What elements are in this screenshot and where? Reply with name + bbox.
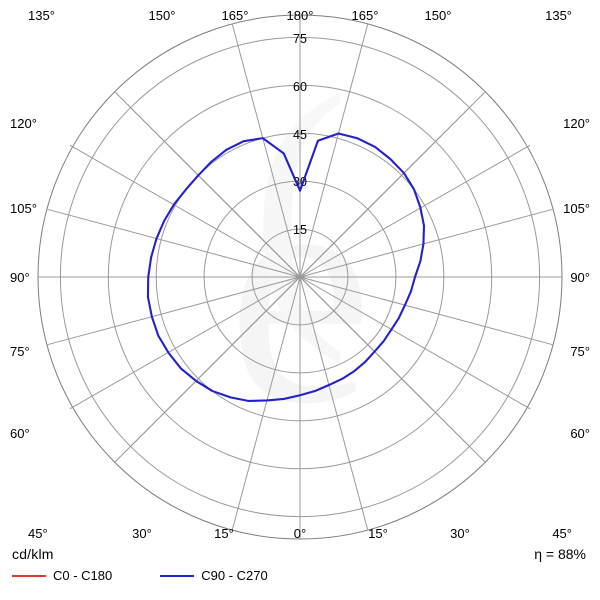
svg-text:0°: 0° [294, 526, 306, 541]
svg-text:135°: 135° [28, 8, 55, 23]
svg-text:90°: 90° [570, 270, 590, 285]
svg-text:30°: 30° [132, 526, 152, 541]
svg-text:15°: 15° [368, 526, 388, 541]
efficiency-label: η = 88% [534, 546, 586, 562]
svg-text:105°: 105° [563, 201, 590, 216]
series-curve-c90-c270 [146, 132, 426, 403]
svg-text:120°: 120° [563, 116, 590, 131]
angle-labels: 135° 150° 165° 180° 165° 150° 135° 120° … [10, 8, 590, 541]
svg-text:150°: 150° [425, 8, 452, 23]
polar-diagram-svg: e ( [10, 8, 590, 541]
legend-item-c0-c180: C0 - C180 [12, 568, 160, 583]
legend-label-c90-c270: C90 - C270 [201, 568, 268, 583]
svg-text:75: 75 [293, 32, 307, 46]
legend-item-c90-c270: C90 - C270 [160, 568, 315, 583]
legend-swatch-c0-c180 [12, 574, 46, 577]
svg-text:120°: 120° [10, 116, 37, 131]
svg-text:45°: 45° [28, 526, 48, 541]
legend-label-c0-c180: C0 - C180 [53, 568, 113, 583]
unit-label: cd/klm [12, 546, 54, 562]
svg-text:15: 15 [293, 223, 307, 237]
svg-text:165°: 165° [352, 8, 379, 23]
svg-text:165°: 165° [222, 8, 249, 23]
svg-text:90°: 90° [10, 270, 30, 285]
svg-text:135°: 135° [545, 8, 572, 23]
radial-tick-labels: 15 30 45 60 75 [293, 32, 307, 237]
grid-spokes-long [130, 107, 470, 447]
svg-text:60°: 60° [570, 426, 590, 441]
svg-text:15°: 15° [214, 526, 234, 541]
svg-text:180°: 180° [287, 8, 314, 23]
svg-text:45°: 45° [552, 526, 572, 541]
svg-text:60°: 60° [10, 426, 30, 441]
chart-footer: cd/klm η = 88% C0 - C180 C90 - C270 [0, 546, 600, 600]
svg-text:75°: 75° [10, 344, 30, 359]
legend: C0 - C180 C90 - C270 [12, 568, 316, 583]
legend-swatch-c90-c270 [160, 574, 195, 577]
svg-text:105°: 105° [10, 201, 37, 216]
svg-text:60: 60 [293, 80, 307, 94]
svg-text:30°: 30° [450, 526, 470, 541]
svg-text:75°: 75° [570, 344, 590, 359]
svg-text:150°: 150° [149, 8, 176, 23]
svg-text:45: 45 [293, 128, 307, 142]
